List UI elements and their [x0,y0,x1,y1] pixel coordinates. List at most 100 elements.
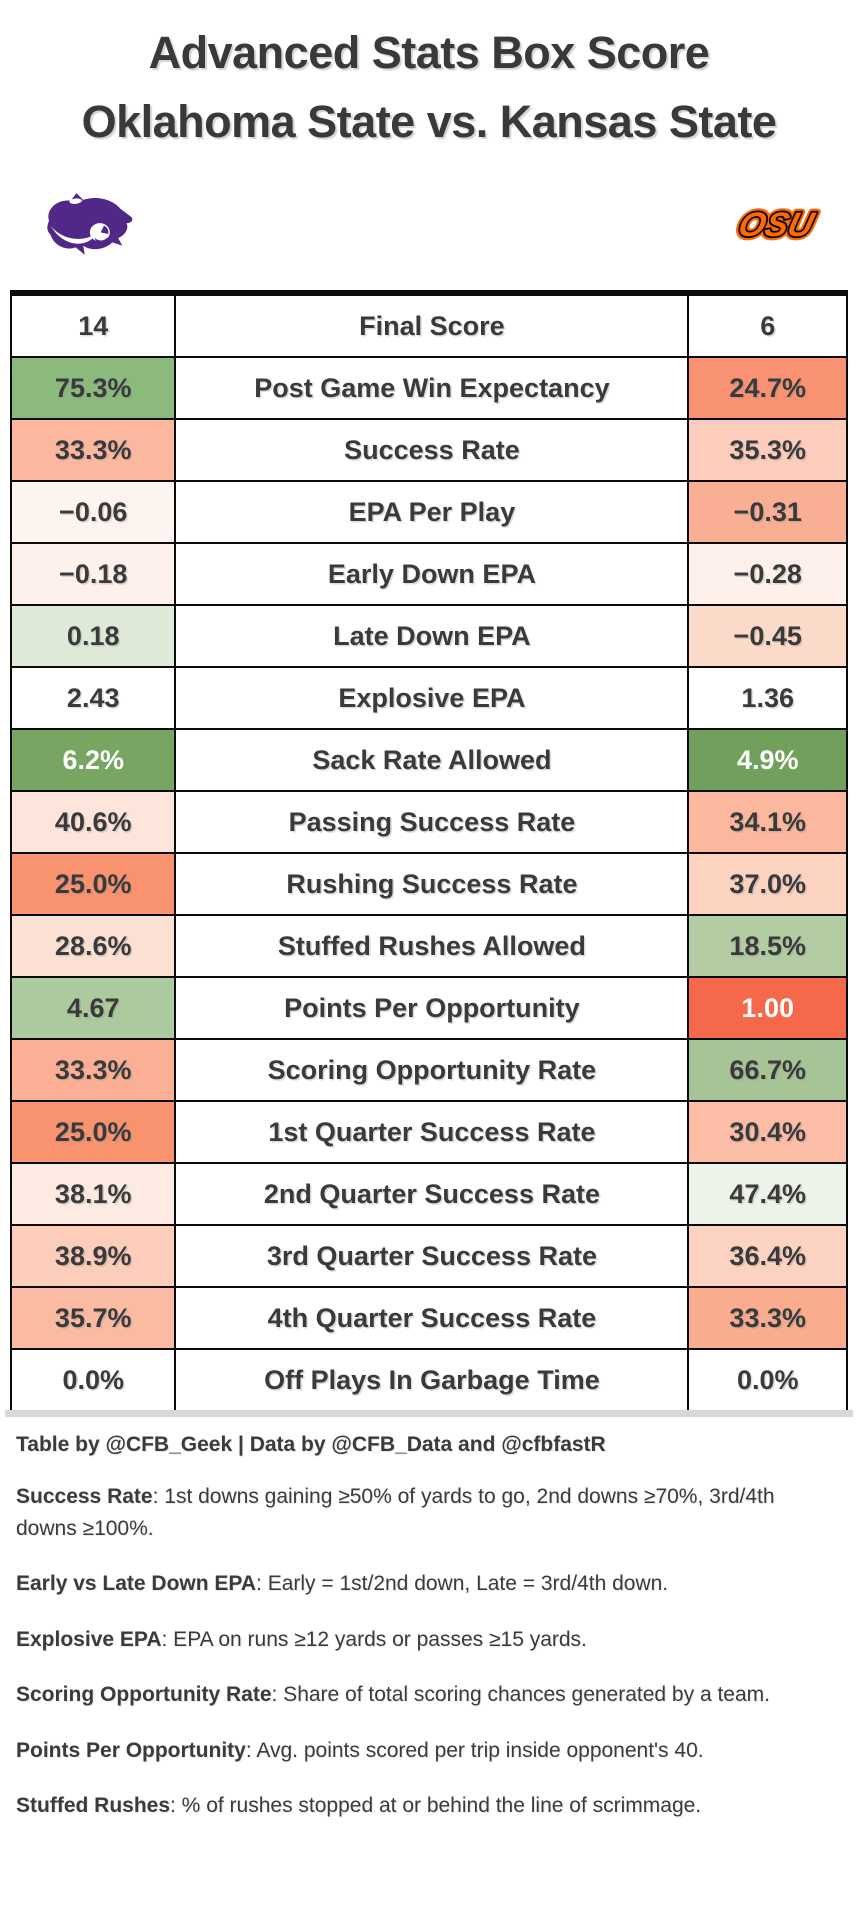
team-left-value-cell: 25.0% [9,1100,177,1164]
metric-name-cell: Rushing Success Rate [174,852,690,916]
metric-name-cell: Off Plays In Garbage Time [174,1348,690,1410]
team-right-value-cell: 34.1% [687,790,848,854]
team-left-value-cell: 40.6% [9,790,177,854]
footnote: Stuffed Rushes: % of rushes stopped at o… [16,1790,840,1822]
footnote-text: : % of rushes stopped at or behind the l… [170,1794,702,1817]
kansas-state-powercat-logo [47,193,133,255]
metric-name-cell: Passing Success Rate [174,790,690,854]
table-row: 28.6% Stuffed Rushes Allowed 18.5% [9,914,848,978]
metric-name-cell: Late Down EPA [174,604,690,668]
metric-name-cell: Success Rate [174,418,690,482]
footnote-text: : Share of total scoring chances generat… [271,1683,770,1706]
table-row: 6.2% Sack Rate Allowed 4.9% [9,728,848,792]
credit-line: Table by @CFB_Geek | Data by @CFB_Data a… [16,1433,606,1456]
footer: Table by @CFB_Geek | Data by @CFB_Data a… [0,1417,858,1822]
team-right-value-cell: −0.31 [687,480,848,544]
team-left-value-cell: 25.0% [9,852,177,916]
table-row: 40.6% Passing Success Rate 34.1% [9,790,848,854]
footnote-text: : 1st downs gaining ≥50% of yards to go,… [16,1485,775,1540]
footnote-term: Success Rate [16,1485,153,1508]
table-row: 25.0% Rushing Success Rate 37.0% [9,852,848,916]
footnote-term: Scoring Opportunity Rate [16,1683,272,1706]
team-left-value-cell: 6.2% [9,728,177,792]
page: Advanced Stats Box Score Oklahoma State … [0,30,858,1822]
metric-name-cell: Post Game Win Expectancy [174,356,690,420]
stats-table-body: 14 Final Score 6 75.3% Post Game Win Exp… [9,292,848,1410]
team-right-value-cell: 6 [687,292,848,358]
team-right-value-cell: 33.3% [687,1286,848,1350]
footnotes: Success Rate: 1st downs gaining ≥50% of … [16,1481,840,1822]
footnote-term: Stuffed Rushes [16,1794,171,1817]
team-left-value-cell: 0.18 [9,604,177,668]
team-right-value-cell: 47.4% [687,1162,848,1226]
page-subtitle: Oklahoma State vs. Kansas State [81,96,777,147]
team-logos-row: OSU OSU [10,188,848,260]
table-row: 25.0% 1st Quarter Success Rate 30.4% [9,1100,848,1164]
oklahoma-state-osu-logo: OSU OSU [731,202,822,247]
team-left-value-cell: 2.43 [9,666,177,730]
table-row: −0.18 Early Down EPA −0.28 [9,542,848,606]
metric-name-cell: 2nd Quarter Success Rate [174,1162,690,1226]
table-row: 75.3% Post Game Win Expectancy 24.7% [9,356,848,420]
team-right-value-cell: 24.7% [687,356,848,420]
metric-name-cell: 1st Quarter Success Rate [174,1100,690,1164]
metric-name-cell: Explosive EPA [174,666,690,730]
team-right-value-cell: −0.45 [687,604,848,668]
table-bottom-bar [5,1410,853,1417]
team-left-value-cell: 38.9% [9,1224,177,1288]
osu-logo-outer-outline: OSU [735,206,819,243]
team-left-value-cell: −0.06 [9,480,177,544]
metric-name-cell: Scoring Opportunity Rate [174,1038,690,1102]
team-left-value-cell: 33.3% [9,418,177,482]
footnote-term: Points Per Opportunity [16,1738,246,1762]
table-row: −0.06 EPA Per Play −0.31 [9,480,848,544]
footnote: Points Per Opportunity: Avg. points scor… [16,1735,840,1767]
metric-name-cell: Early Down EPA [174,542,690,606]
footnote-text: : Avg. points scored per trip inside opp… [245,1738,704,1762]
stats-table: 14 Final Score 6 75.3% Post Game Win Exp… [9,290,848,1410]
table-row: 14 Final Score 6 [9,292,848,358]
team-right-value-cell: 1.00 [687,976,848,1040]
team-left-value-cell: 33.3% [9,1038,177,1102]
team-right-value-cell: 1.36 [687,666,848,730]
metric-name-cell: 3rd Quarter Success Rate [174,1224,690,1288]
team-left-value-cell: 38.1% [9,1162,177,1226]
team-left-value-cell: 14 [9,292,177,358]
team-right-value-cell: 35.3% [687,418,848,482]
footnote-term: Early vs Late Down EPA [16,1572,257,1595]
team-right-value-cell: 4.9% [687,728,848,792]
footnote-term: Explosive EPA [16,1627,162,1651]
team-right-value-cell: 18.5% [687,914,848,978]
team-right-value-cell: −0.28 [687,542,848,606]
table-row: 0.0% Off Plays In Garbage Time 0.0% [9,1348,848,1410]
osu-logo-text: OSU [735,206,819,243]
metric-name-cell: 4th Quarter Success Rate [174,1286,690,1350]
table-row: 38.9% 3rd Quarter Success Rate 36.4% [9,1224,848,1288]
team-right-value-cell: 0.0% [687,1348,848,1410]
page-title: Advanced Stats Box Score [148,27,710,78]
team-left-value-cell: 0.0% [9,1348,177,1410]
team-left-value-cell: 28.6% [9,914,177,978]
table-row: 33.3% Success Rate 35.3% [9,418,848,482]
table-row: 38.1% 2nd Quarter Success Rate 47.4% [9,1162,848,1226]
team-left-value-cell: 75.3% [9,356,177,420]
metric-name-cell: Sack Rate Allowed [174,728,690,792]
footnote-text: : Early = 1st/2nd down, Late = 3rd/4th d… [256,1572,669,1595]
team-right-value-cell: 36.4% [687,1224,848,1288]
metric-name-cell: EPA Per Play [174,480,690,544]
team-left-value-cell: 4.67 [9,976,177,1040]
metric-name-cell: Final Score [174,292,690,358]
footnote-text: : EPA on runs ≥12 yards or passes ≥15 ya… [161,1627,587,1651]
footnote: Scoring Opportunity Rate: Share of total… [16,1679,840,1711]
team-left-value-cell: −0.18 [9,542,177,606]
footnote: Explosive EPA: EPA on runs ≥12 yards or … [16,1624,840,1656]
footnote: Success Rate: 1st downs gaining ≥50% of … [16,1481,840,1544]
footnote: Early vs Late Down EPA: Early = 1st/2nd … [16,1568,840,1600]
team-left-value-cell: 35.7% [9,1286,177,1350]
table-row: 35.7% 4th Quarter Success Rate 33.3% [9,1286,848,1350]
table-row: 2.43 Explosive EPA 1.36 [9,666,848,730]
table-row: 4.67 Points Per Opportunity 1.00 [9,976,848,1040]
team-right-value-cell: 37.0% [687,852,848,916]
metric-name-cell: Points Per Opportunity [174,976,690,1040]
team-right-value-cell: 66.7% [687,1038,848,1102]
